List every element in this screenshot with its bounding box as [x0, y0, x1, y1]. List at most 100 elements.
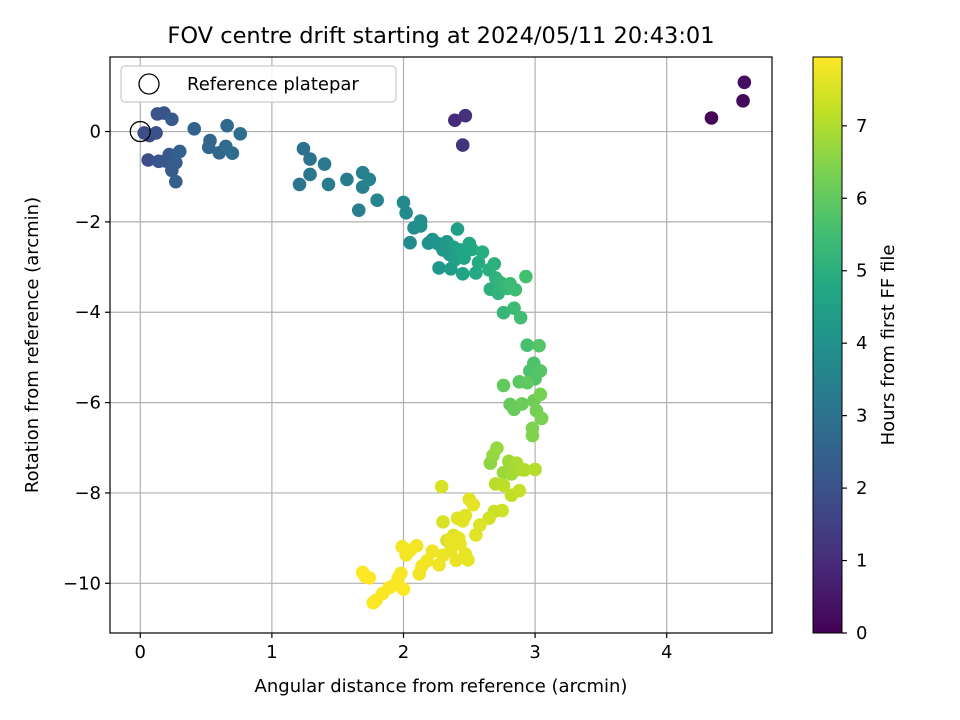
- data-point: [512, 483, 527, 498]
- colorbar-tick-label: 4: [856, 333, 867, 354]
- data-point: [169, 174, 183, 189]
- data-point: [455, 138, 470, 152]
- data-point: [292, 177, 307, 192]
- x-axis-ticks: 0 1 2 3 4: [135, 633, 672, 663]
- legend-label: Reference platepar: [187, 74, 359, 95]
- data-point: [187, 122, 202, 136]
- data-point: [455, 267, 470, 281]
- data-point: [515, 397, 529, 411]
- data-point: [461, 553, 475, 567]
- data-point: [448, 113, 462, 128]
- data-point: [399, 206, 413, 220]
- data-point: [303, 167, 317, 182]
- colorbar-ticks: 0 1 2 3 4 5 6 7: [842, 116, 867, 644]
- data-point: [495, 503, 509, 518]
- x-tick-label: 2: [398, 642, 409, 663]
- data-point: [528, 462, 542, 477]
- data-point: [520, 338, 535, 353]
- scatter-points: [129, 75, 752, 610]
- data-point: [444, 543, 458, 558]
- data-point: [519, 269, 533, 284]
- y-tick-label: −10: [63, 573, 101, 594]
- data-point: [450, 222, 465, 236]
- y-axis-label: Rotation from reference (arcmin): [22, 197, 43, 493]
- colorbar-tick-label: 6: [856, 188, 867, 209]
- x-tick-label: 4: [661, 642, 672, 663]
- data-point: [303, 152, 317, 166]
- colorbar-tick-label: 7: [856, 116, 867, 137]
- x-tick-label: 1: [266, 642, 277, 663]
- data-point: [340, 172, 354, 187]
- data-point: [458, 508, 473, 523]
- data-point: [704, 111, 719, 125]
- x-tick-label: 3: [529, 642, 540, 663]
- y-tick-label: −8: [74, 483, 101, 504]
- data-point: [172, 144, 187, 159]
- colorbar-tick-label: 5: [856, 261, 867, 282]
- data-point: [466, 497, 481, 512]
- data-point: [355, 565, 370, 580]
- data-point: [469, 266, 483, 280]
- data-point: [465, 242, 479, 257]
- data-point: [471, 255, 486, 270]
- data-point: [436, 515, 450, 529]
- y-tick-label: −2: [74, 212, 101, 233]
- data-point: [533, 364, 548, 378]
- data-point: [496, 378, 511, 393]
- data-point: [490, 441, 504, 456]
- grid-lines: [110, 57, 772, 633]
- legend: Reference platepar: [120, 65, 397, 103]
- data-point: [432, 557, 446, 572]
- data-point: [203, 133, 217, 148]
- data-point: [517, 463, 532, 477]
- data-point: [475, 245, 490, 259]
- x-tick-label: 0: [135, 642, 146, 663]
- data-point: [434, 479, 449, 494]
- chart-title: FOV centre drift starting at 2024/05/11 …: [167, 23, 714, 49]
- data-point: [296, 141, 311, 156]
- data-point: [508, 282, 523, 297]
- data-point: [321, 177, 336, 192]
- colorbar-tick-label: 2: [856, 478, 867, 499]
- legend-box: [120, 65, 397, 103]
- y-tick-label: −4: [74, 302, 101, 323]
- colorbar: [812, 56, 843, 634]
- reference-platepar-marker: [129, 120, 151, 143]
- data-point: [736, 94, 750, 108]
- data-point: [412, 567, 427, 581]
- data-point: [413, 219, 428, 233]
- data-point: [395, 539, 409, 554]
- plot-frame: [109, 56, 773, 634]
- legend-marker-icon: [138, 73, 160, 95]
- colorbar-tick-label: 0: [856, 623, 867, 644]
- data-point: [451, 531, 466, 545]
- data-point: [737, 75, 752, 90]
- data-point: [396, 195, 411, 210]
- data-point: [496, 305, 511, 320]
- data-point: [141, 153, 155, 167]
- data-point: [507, 301, 521, 315]
- colorbar-tick-label: 1: [856, 551, 867, 572]
- y-tick-label: −6: [74, 393, 101, 414]
- data-point: [165, 112, 179, 127]
- data-point: [362, 172, 377, 187]
- colorbar-tick-label: 3: [856, 406, 867, 427]
- data-point: [525, 428, 540, 443]
- data-point: [225, 146, 240, 161]
- data-point: [396, 582, 411, 596]
- y-axis-ticks: −10 −8 −6 −4 −2 0: [63, 122, 110, 594]
- data-point: [520, 375, 535, 390]
- data-point: [351, 203, 366, 217]
- data-point: [233, 127, 248, 141]
- data-point: [366, 595, 381, 610]
- data-point: [317, 157, 332, 171]
- data-point: [403, 235, 417, 250]
- y-tick-label: 0: [90, 122, 101, 143]
- data-point: [532, 338, 546, 353]
- colorbar-label: Hours from first FF file: [878, 245, 899, 446]
- data-point: [370, 193, 384, 208]
- data-point: [458, 108, 473, 123]
- data-point: [533, 387, 548, 402]
- data-point: [149, 126, 163, 140]
